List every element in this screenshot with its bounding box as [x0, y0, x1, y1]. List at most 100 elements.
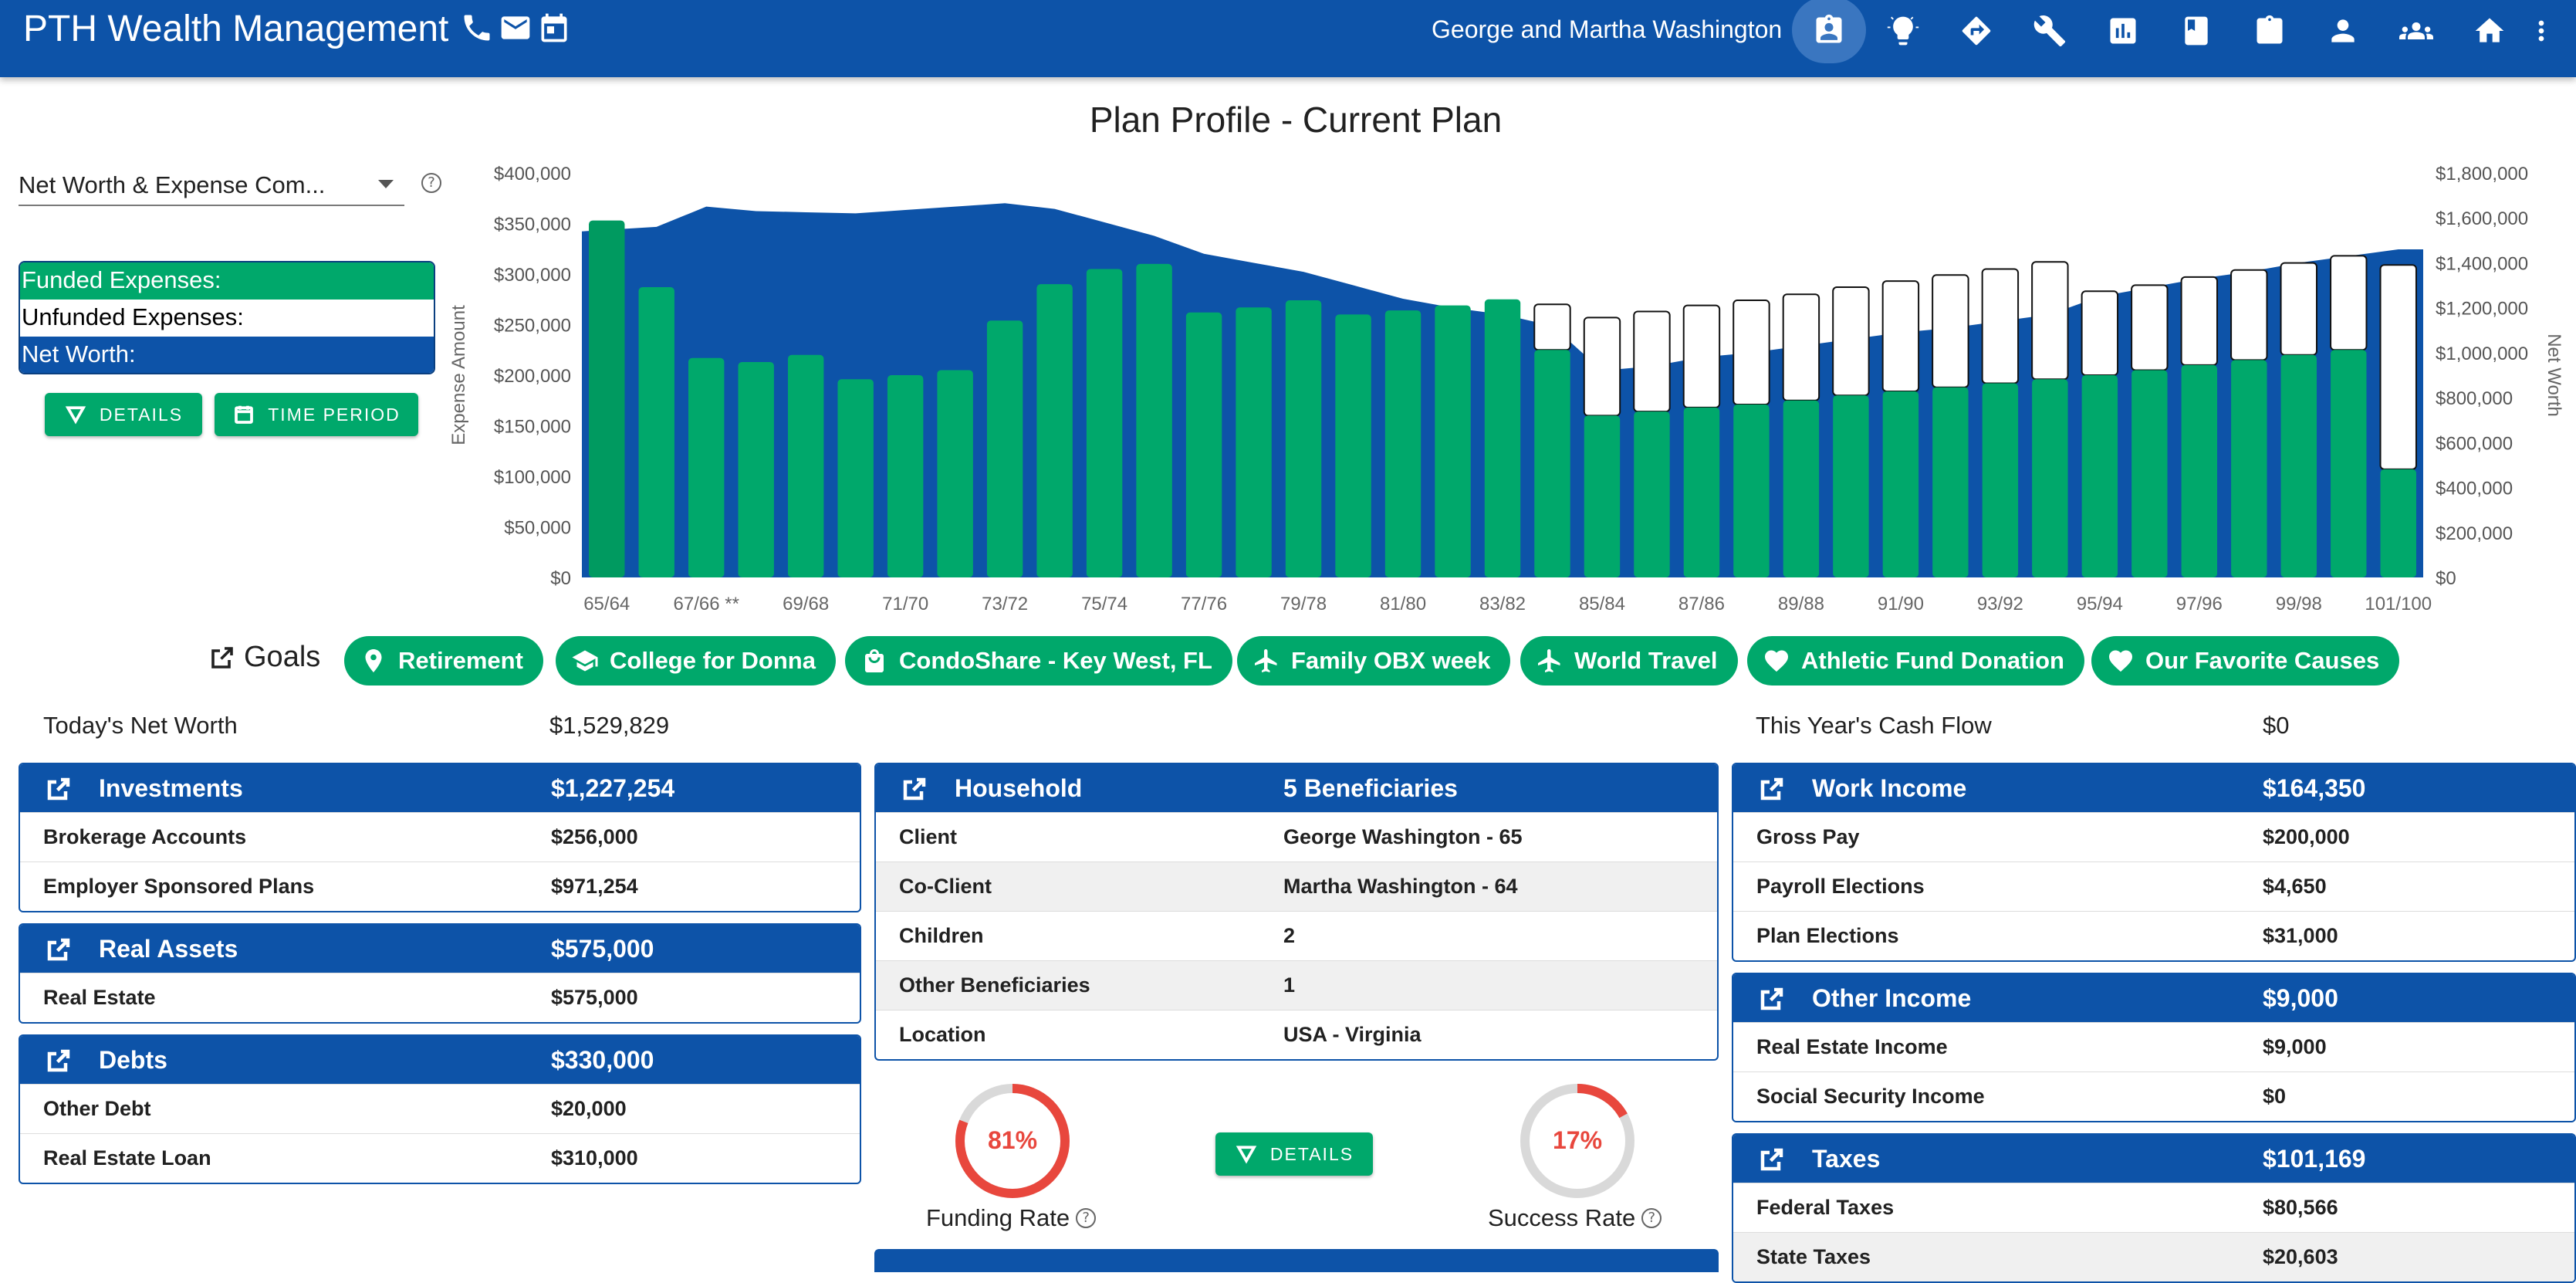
- help-icon[interactable]: ?: [421, 173, 441, 193]
- more-vert-icon: [2538, 20, 2544, 42]
- nav-group[interactable]: [2379, 0, 2453, 62]
- nav-more[interactable]: [2526, 0, 2557, 62]
- chart-type-select[interactable]: Net Worth & Expense Com...: [19, 166, 404, 206]
- goals-link[interactable]: Goals: [208, 641, 320, 674]
- row-label: Federal Taxes: [1756, 1196, 1895, 1219]
- card-header[interactable]: Debts $330,000: [20, 1036, 860, 1084]
- goal-chip-condoshare-key-west-fl[interactable]: CondoShare - Key West, FL: [845, 636, 1232, 686]
- goal-chip-family-obx-week[interactable]: Family OBX week: [1237, 636, 1511, 686]
- filter-icon: [1236, 1146, 1257, 1164]
- nav-home[interactable]: [2453, 0, 2526, 62]
- row-value: $310,000: [551, 1146, 638, 1170]
- open-external-icon[interactable]: [901, 775, 928, 803]
- household-card: Household 5 Beneficiaries Client George Was…: [874, 763, 1719, 1061]
- goal-chip-label: College for Donna: [610, 647, 816, 674]
- success-rate-label-wrap: Success Rate ?: [1488, 1204, 1662, 1232]
- chart-details-button[interactable]: DETAILS: [45, 393, 202, 436]
- card-header[interactable]: Other Income $9,000: [1733, 974, 2574, 1022]
- contact-card-icon: [1816, 14, 1842, 43]
- funded-expense-bar: [1036, 284, 1073, 577]
- nav-plan-profile[interactable]: [1792, 0, 1866, 63]
- card-header[interactable]: Work Income $164,350: [1733, 764, 2574, 812]
- x-tick-label: 79/78: [1280, 594, 1327, 614]
- card-row: Client George Washington - 65: [876, 812, 1717, 862]
- open-external-icon[interactable]: [1758, 1146, 1786, 1173]
- app-header: PTH Wealth Management George and Martha …: [0, 0, 2576, 77]
- row-label: Gross Pay: [1756, 825, 1860, 848]
- nav-bookmarks[interactable]: [2159, 0, 2233, 62]
- other-income-card: Other Income $9,000 Real Estate Income $9,0…: [1732, 973, 2576, 1122]
- funding-rate-gauge: 81%: [955, 1084, 1070, 1198]
- card-row: Plan Elections $31,000: [1733, 911, 2574, 960]
- goal-chip-our-favorite-causes[interactable]: Our Favorite Causes: [2091, 636, 2400, 686]
- y2-tick-label: $200,000: [2436, 523, 2513, 544]
- cash-flow-value: $0: [2263, 712, 2290, 739]
- time-period-button[interactable]: TIME PERIOD: [215, 393, 418, 436]
- open-external-icon[interactable]: [45, 1047, 73, 1075]
- row-label: Client: [899, 825, 958, 848]
- card-row: State Taxes $20,603: [1733, 1232, 2574, 1281]
- funded-expense-bar: [2131, 370, 2168, 577]
- funded-expense-bar: [638, 287, 674, 577]
- funded-expense-bar: [1136, 263, 1172, 577]
- card-total: $330,000: [551, 1046, 654, 1074]
- funded-expense-bar: [1932, 387, 1969, 577]
- goal-chip-world-travel[interactable]: World Travel: [1520, 636, 1738, 686]
- goal-chip-label: World Travel: [1574, 647, 1718, 674]
- partial-card-header: [874, 1249, 1719, 1272]
- goal-chip-athletic-fund-donation[interactable]: Athletic Fund Donation: [1747, 636, 2084, 686]
- card-total: $575,000: [551, 935, 654, 963]
- goal-chip-retirement[interactable]: Retirement: [344, 636, 543, 686]
- card-row: Co-Client Martha Washington - 64: [876, 862, 1717, 911]
- card-header[interactable]: Household 5 Beneficiaries: [876, 764, 1717, 812]
- unfunded-expense-bar: [2081, 290, 2119, 377]
- nav-clipboard[interactable]: [2233, 0, 2306, 62]
- unfunded-expense-bar: [1533, 303, 1571, 351]
- unfunded-expense-bar: [1583, 317, 1621, 417]
- gauges-details-button[interactable]: DETAILS: [1215, 1132, 1373, 1176]
- card-header[interactable]: Taxes $101,169: [1733, 1135, 2574, 1183]
- open-external-icon[interactable]: [45, 936, 73, 963]
- funded-expense-bar: [2380, 469, 2416, 577]
- bookmark-icon: [2184, 16, 2208, 46]
- nav-directions[interactable]: [1939, 0, 2013, 62]
- email-icon[interactable]: [499, 11, 532, 45]
- airplane-icon: [1255, 649, 1277, 672]
- brand-title[interactable]: PTH Wealth Management: [23, 8, 449, 49]
- funded-expense-bar: [1435, 305, 1471, 577]
- card-row: Federal Taxes $80,566: [1733, 1183, 2574, 1232]
- card-header[interactable]: Real Assets $575,000: [20, 925, 860, 973]
- nav-person[interactable]: [2306, 0, 2379, 62]
- help-icon[interactable]: ?: [1076, 1208, 1097, 1228]
- nav-tools[interactable]: [2013, 0, 2086, 62]
- x-tick-label: 83/82: [1479, 594, 1526, 614]
- chart-legend: Funded Expenses: Unfunded Expenses: Net …: [19, 261, 435, 374]
- wrench-icon: [2033, 15, 2065, 47]
- y-tick-label: $300,000: [494, 265, 571, 286]
- nav-ideas[interactable]: [1866, 0, 1939, 62]
- legend-unfunded: Unfunded Expenses:: [20, 300, 434, 337]
- y2-axis-title: Net Worth: [2544, 333, 2564, 417]
- row-label: Plan Elections: [1756, 924, 1899, 947]
- row-label: Co-Client: [899, 875, 992, 898]
- calendar-icon[interactable]: [537, 11, 571, 45]
- bar-chart-icon: [2110, 18, 2135, 44]
- funded-expense-bar: [2181, 364, 2218, 577]
- y-tick-label: $0: [550, 568, 571, 589]
- nav-reports[interactable]: [2086, 0, 2159, 62]
- help-icon[interactable]: ?: [1641, 1208, 1662, 1228]
- card-title: Debts: [99, 1046, 167, 1074]
- open-external-icon[interactable]: [1758, 775, 1786, 803]
- row-value: USA - Virginia: [1283, 1023, 1422, 1046]
- row-value: $80,566: [2263, 1196, 2338, 1219]
- phone-icon[interactable]: [460, 11, 494, 45]
- row-label: Other Beneficiaries: [899, 973, 1090, 997]
- goal-chip-college-for-donna[interactable]: College for Donna: [556, 636, 836, 686]
- unfunded-expense-bar: [1633, 310, 1671, 413]
- row-value: $4,650: [2263, 875, 2327, 898]
- y2-tick-label: $1,000,000: [2436, 344, 2528, 364]
- row-label: Real Estate Loan: [43, 1146, 211, 1170]
- open-external-icon[interactable]: [1758, 985, 1786, 1013]
- open-external-icon[interactable]: [45, 775, 73, 803]
- card-header[interactable]: Investments $1,227,254: [20, 764, 860, 812]
